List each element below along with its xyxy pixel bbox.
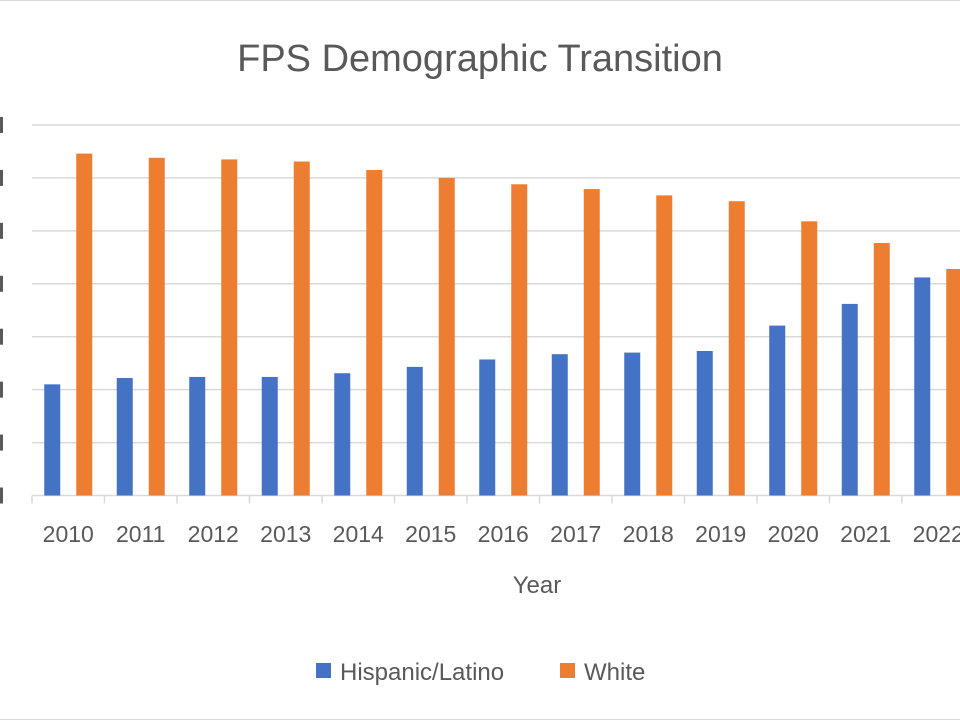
y-tick-label-clipped [0, 169, 3, 186]
bar-hispanic-latino-2016 [479, 359, 496, 496]
legend-swatch [316, 663, 331, 678]
bar-hispanic-latino-2017 [551, 354, 568, 496]
bar-hispanic-latino-2014 [334, 373, 351, 496]
bar-hispanic-latino-2010 [44, 384, 61, 496]
x-tick-label: 2022 [913, 521, 960, 547]
bar-white-2011 [148, 157, 165, 496]
y-tick-label-clipped [0, 381, 3, 398]
bar-hispanic-latino-2019 [696, 351, 713, 496]
y-tick-label-clipped [0, 117, 3, 133]
x-tick-label: 2019 [695, 521, 746, 547]
y-tick-label-clipped [0, 487, 3, 504]
x-tick-label: 2013 [260, 521, 311, 547]
chart-title: FPS Demographic Transition [237, 38, 723, 80]
bar-white-2013 [293, 161, 310, 496]
bar-hispanic-latino-2011 [116, 377, 133, 496]
x-tick-label: 2016 [478, 521, 529, 547]
x-tick-label: 2014 [333, 521, 384, 547]
bar-white-2017 [583, 189, 600, 496]
y-tick-label-clipped [0, 275, 3, 292]
x-axis-ticks: 2010 2011 2012 2013 2014 2015 2016 2017 2018 2019… [43, 521, 960, 547]
bar-hispanic-latino-2022 [914, 277, 931, 496]
y-tick-label-clipped [0, 222, 3, 239]
bar-white-2012 [221, 159, 238, 496]
x-axis-title: Year [513, 572, 562, 599]
x-tick-label: 2010 [43, 521, 94, 547]
y-tick-label-clipped [0, 434, 3, 451]
y-tick-label-clipped [0, 328, 3, 345]
legend-swatch [560, 663, 575, 678]
bar-hispanic-latino-2021 [841, 303, 858, 496]
bar-hispanic-latino-2012 [189, 376, 206, 496]
bars [44, 153, 960, 496]
bar-white-2016 [511, 184, 528, 496]
bar-hispanic-latino-2013 [261, 376, 278, 496]
x-tick-label: 2021 [840, 521, 891, 547]
bar-white-2019 [728, 201, 745, 496]
bar-hispanic-latino-2020 [769, 325, 786, 496]
bar-white-2020 [801, 221, 818, 496]
bar-white-2018 [656, 195, 673, 496]
legend: Hispanic/Latino White [316, 659, 645, 686]
bar-white-2022 [946, 268, 960, 496]
bar-white-2010 [76, 153, 93, 496]
legend-label: Hispanic/Latino [340, 659, 504, 686]
bar-white-2014 [366, 169, 383, 496]
x-tick-label: 2017 [550, 521, 601, 547]
bar-white-2015 [438, 177, 455, 496]
x-tick-label: 2011 [116, 521, 165, 547]
bar-hispanic-latino-2015 [406, 366, 423, 496]
x-tick-label: 2020 [768, 521, 819, 547]
bar-white-2021 [873, 243, 890, 496]
x-tick-label: 2018 [623, 521, 674, 547]
bar-hispanic-latino-2018 [624, 352, 641, 496]
x-tick-label: 2012 [188, 521, 239, 547]
legend-label: White [584, 659, 645, 686]
x-tick-label: 2015 [405, 521, 456, 547]
